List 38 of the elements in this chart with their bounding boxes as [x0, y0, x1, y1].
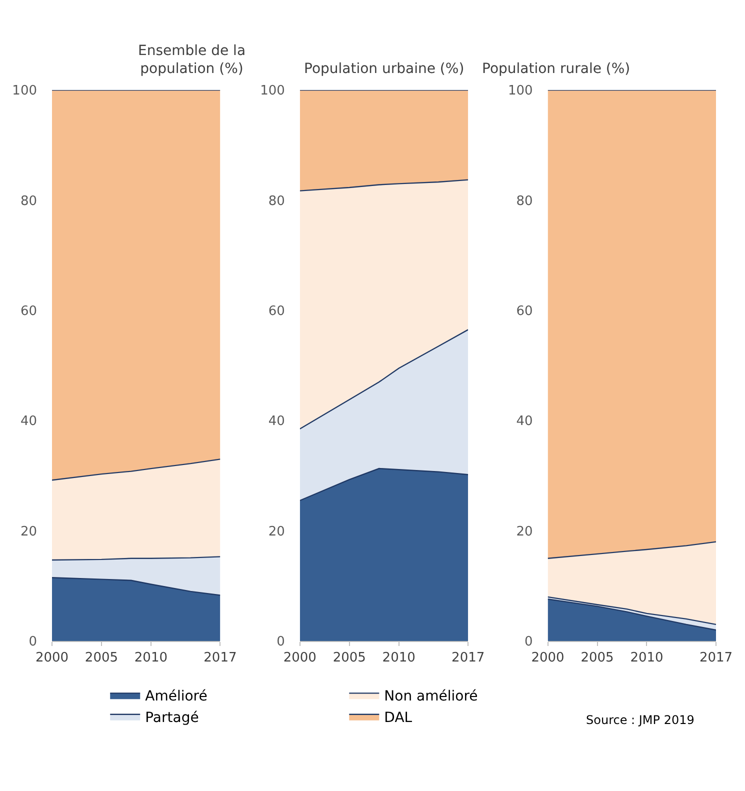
x-tick-label: 2010 [630, 650, 664, 666]
x-tick-label: 2010 [134, 650, 168, 666]
x-tick-label: 2017 [452, 650, 485, 666]
x-tick-label: 2005 [332, 650, 366, 666]
x-tick-label: 2000 [35, 650, 69, 666]
chart-title: Ensemble de la population (%) [138, 43, 246, 78]
x-tick-label: 2000 [283, 650, 316, 666]
legend-label: DAL [384, 710, 412, 726]
y-tick-label: 100 [260, 84, 285, 99]
y-tick-label: 80 [516, 194, 533, 209]
y-tick-label: 40 [268, 414, 285, 430]
y-tick-label: 60 [268, 304, 285, 319]
x-tick-label: 2005 [84, 650, 118, 666]
y-tick-label: 20 [268, 524, 285, 540]
legend-label: Non amélioré [384, 688, 478, 705]
legend-label: Partagé [145, 710, 199, 726]
y-tick-label: 20 [20, 524, 37, 540]
y-tick-label: 100 [12, 84, 37, 99]
x-tick-label: 2017 [204, 650, 237, 666]
chart-title: Population rurale (%) [482, 61, 630, 77]
chart-title: Population urbaine (%) [304, 61, 464, 77]
legend-label: Amélioré [145, 688, 208, 705]
x-tick-label: 2010 [382, 650, 416, 666]
y-tick-label: 80 [268, 194, 285, 209]
y-tick-label: 100 [508, 84, 533, 99]
x-tick-label: 2005 [580, 650, 614, 666]
y-tick-label: 20 [516, 524, 533, 540]
y-tick-label: 40 [516, 414, 533, 430]
source-note: Source : JMP 2019 [586, 713, 694, 727]
y-tick-label: 0 [276, 634, 285, 650]
y-tick-label: 0 [28, 634, 37, 650]
y-tick-label: 40 [20, 414, 37, 430]
y-tick-label: 0 [524, 634, 533, 650]
y-tick-label: 80 [20, 194, 37, 209]
y-tick-label: 60 [20, 304, 37, 319]
x-tick-label: 2000 [531, 650, 564, 666]
x-tick-label: 2017 [699, 650, 733, 666]
y-tick-label: 60 [516, 304, 533, 319]
